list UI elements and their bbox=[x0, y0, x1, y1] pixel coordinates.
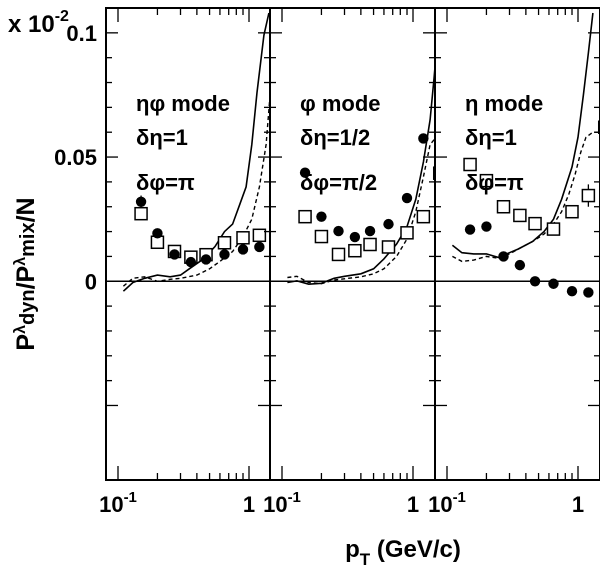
x-tick-label: 1 bbox=[572, 492, 584, 517]
filled-circle-marker bbox=[481, 221, 492, 232]
filled-circle-marker bbox=[498, 251, 509, 262]
panel-2 bbox=[269, 7, 436, 481]
x-tick-label-main: 1 bbox=[407, 492, 419, 517]
panel-mode-label: ηφ mode bbox=[136, 91, 230, 116]
open-square-marker bbox=[363, 237, 377, 252]
filled-circle-marker bbox=[529, 276, 541, 287]
panel-content bbox=[270, 18, 435, 286]
open-square-marker bbox=[298, 209, 312, 224]
y-exponent-sup: -2 bbox=[55, 8, 69, 25]
filled-circle-marker bbox=[237, 244, 249, 255]
filled-circle-marker bbox=[464, 224, 476, 235]
x-tick-label-main: 10 bbox=[263, 492, 287, 517]
filled-circle-marker bbox=[185, 256, 197, 268]
panel-frame bbox=[434, 7, 600, 481]
open-square-marker bbox=[381, 240, 396, 254]
filled-circle-marker bbox=[316, 211, 327, 222]
filled-circle-marker bbox=[219, 249, 230, 260]
x-tick-label-main: 1 bbox=[572, 492, 584, 517]
open-square-marker bbox=[479, 173, 494, 188]
open-square-marker bbox=[314, 229, 329, 244]
filled-circle-marker bbox=[200, 254, 212, 265]
open-square-marker bbox=[217, 236, 232, 250]
text-layer: x 10-2 Pλdyn/Pλmix/N pT (GeV/c) 0 0.05 0.1… bbox=[8, 8, 584, 569]
filled-circle-marker bbox=[271, 243, 281, 253]
x-tick-label: 1 bbox=[243, 492, 255, 517]
filled-circle-marker bbox=[254, 241, 265, 253]
open-square-marker bbox=[400, 226, 414, 240]
x-tick-label-main: 1 bbox=[243, 492, 255, 517]
x-tick-label: 10-1 bbox=[263, 489, 301, 517]
x-tick-label: 10-1 bbox=[428, 489, 466, 517]
open-square-marker bbox=[331, 247, 346, 262]
open-square-marker bbox=[236, 231, 250, 245]
open-square-marker bbox=[252, 228, 267, 243]
filled-circle-marker bbox=[566, 286, 578, 297]
panel-delta-phi-label: δφ=π bbox=[465, 170, 524, 195]
open-square-marker bbox=[528, 216, 542, 231]
filled-circle-marker bbox=[364, 225, 376, 237]
open-square-marker bbox=[348, 243, 362, 258]
filled-circle-marker bbox=[434, 18, 435, 23]
y-axis-title: Pλdyn/Pλmix/N bbox=[12, 197, 40, 350]
filled-circle-marker bbox=[401, 192, 413, 204]
filled-circle-marker bbox=[152, 228, 163, 239]
y-tick-label: 0.1 bbox=[66, 21, 97, 46]
filled-circle-marker bbox=[333, 225, 344, 237]
y-exponent-label: x 10-2 bbox=[8, 8, 69, 38]
x-axis-title: pT (GeV/c) bbox=[345, 536, 461, 569]
panel-content bbox=[106, 12, 281, 292]
filled-circle-marker bbox=[418, 133, 429, 144]
open-square-marker bbox=[581, 188, 596, 203]
panel-delta-phi-label: δφ=π bbox=[136, 170, 195, 195]
open-square-marker bbox=[565, 204, 579, 219]
plot-layer bbox=[105, 7, 600, 481]
panel-mode-label: η mode bbox=[465, 91, 543, 116]
solid-model-line bbox=[122, 12, 270, 292]
open-square-marker bbox=[496, 199, 511, 214]
panel-1 bbox=[105, 7, 281, 481]
solid-model-line bbox=[287, 57, 435, 286]
panel-delta-phi-label: δφ=π/2 bbox=[300, 170, 377, 195]
filled-circle-marker bbox=[169, 249, 180, 260]
filled-circle-marker bbox=[514, 259, 526, 271]
panel-content bbox=[435, 12, 600, 298]
filled-circle-marker bbox=[583, 287, 594, 298]
open-square-marker bbox=[134, 206, 148, 221]
solid-model-line bbox=[451, 12, 594, 259]
open-square-marker bbox=[463, 157, 477, 172]
open-square-marker bbox=[268, 195, 270, 209]
filled-circle-marker bbox=[349, 231, 361, 243]
dashed-model-line bbox=[452, 131, 600, 263]
panel-delta-eta-label: δη=1 bbox=[136, 125, 188, 150]
panel-delta-eta-label: δη=1 bbox=[465, 125, 517, 150]
x-tick-label-main: 10 bbox=[99, 492, 123, 517]
x-tick-label-sup: -1 bbox=[288, 489, 301, 506]
x-tick-label: 10-1 bbox=[99, 489, 137, 517]
filled-circle-marker bbox=[383, 218, 394, 230]
filled-circle-marker bbox=[299, 167, 311, 178]
x-tick-label-sup: -1 bbox=[453, 489, 466, 506]
y-tick-label: 0.05 bbox=[54, 145, 97, 170]
y-tick-label: 0 bbox=[85, 269, 97, 294]
x-tick-label: 1 bbox=[407, 492, 419, 517]
filled-circle-marker bbox=[135, 196, 147, 207]
panel-mode-label: φ mode bbox=[300, 91, 381, 116]
open-square-marker bbox=[513, 208, 527, 223]
dashed-model-line bbox=[287, 137, 435, 285]
x-tick-label-main: 10 bbox=[428, 492, 452, 517]
open-square-marker bbox=[416, 209, 431, 224]
x-tick-label-sup: -1 bbox=[124, 489, 137, 506]
open-square-marker bbox=[546, 222, 561, 236]
panel-3 bbox=[434, 7, 600, 481]
panel-delta-eta-label: δη=1/2 bbox=[300, 125, 370, 150]
filled-circle-marker bbox=[548, 278, 559, 289]
